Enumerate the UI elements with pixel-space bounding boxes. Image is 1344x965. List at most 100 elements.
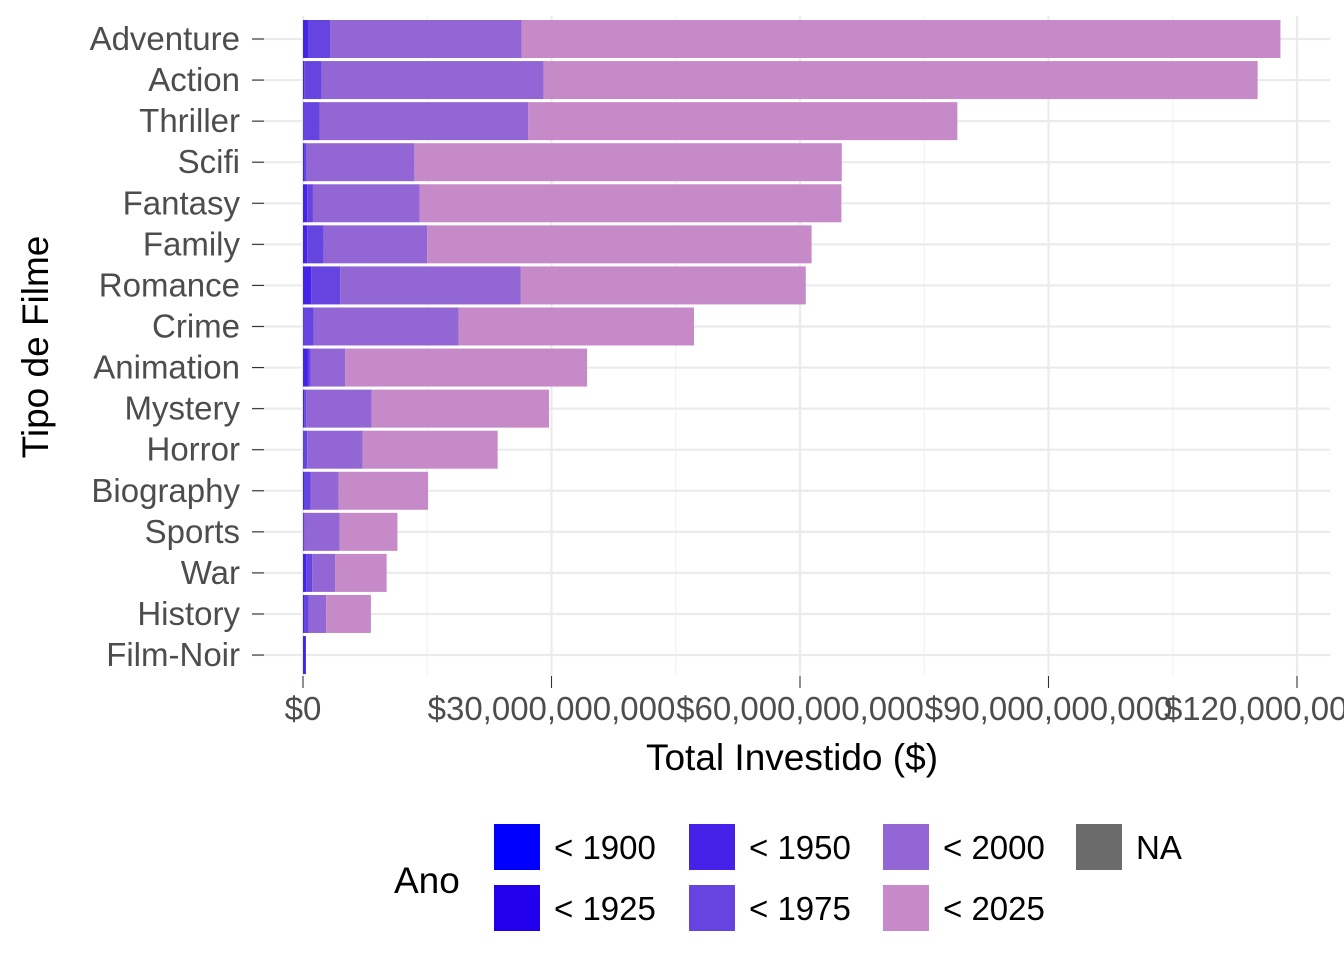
bar-segment: [310, 348, 346, 387]
legend-label: < 1900: [554, 829, 656, 866]
legend-key: [689, 885, 735, 931]
bar-segment: [304, 512, 340, 551]
legend-label: < 1950: [749, 829, 851, 866]
y-tick-label: Fantasy: [123, 184, 241, 221]
legend-label: < 2025: [943, 890, 1045, 927]
bar-segment: [303, 636, 306, 675]
bar-segment: [339, 512, 398, 551]
bar-segment: [313, 307, 459, 346]
bar-segment: [521, 20, 1281, 58]
legend-label: < 1975: [749, 890, 851, 927]
bar-segment: [303, 266, 312, 305]
y-tick-label: Thriller: [139, 102, 240, 139]
bar-segment: [304, 471, 311, 510]
bar-segment: [312, 553, 336, 592]
x-tick-label: $60,000,000,000: [676, 690, 924, 727]
bar-segment: [312, 184, 420, 223]
x-tick-label: $30,000,000,000: [428, 690, 676, 727]
bar-segment: [303, 225, 308, 264]
y-tick-label: Sports: [145, 513, 240, 550]
bar-segment: [307, 225, 324, 264]
legend: Ano < 1900 < 1925 < 1950 < 1975 < 2000 < 2025…: [394, 824, 1182, 931]
x-axis-title: Total Investido ($): [646, 737, 938, 778]
bar-segment: [307, 348, 311, 387]
bar-segment: [303, 430, 308, 469]
bar-segment: [303, 512, 305, 551]
bar-segment: [303, 348, 308, 387]
bar-segment: [303, 594, 305, 633]
bar-segment: [303, 389, 305, 428]
bar-segment: [323, 225, 428, 264]
bar-segment: [303, 20, 308, 58]
bar-segment: [303, 143, 305, 182]
y-tick-label: Horror: [146, 431, 240, 468]
y-tick-label: Mystery: [125, 390, 241, 427]
y-tick-label: History: [137, 595, 240, 632]
legend-label: < 2000: [943, 829, 1045, 866]
bar-segment: [371, 389, 550, 428]
y-axis-title: Tipo de Filme: [15, 236, 56, 459]
bar-segment: [338, 471, 429, 510]
x-axis-ticks: $0 $30,000,000,000 $60,000,000,000 $90,000,…: [285, 676, 1344, 727]
y-tick-label: Romance: [99, 266, 240, 303]
bar-segment: [303, 102, 304, 141]
bar-segment: [304, 389, 307, 428]
legend-key: [494, 885, 540, 931]
y-tick-label: Family: [143, 225, 241, 262]
legend-label: NA: [1136, 829, 1182, 866]
y-tick-label: Adventure: [90, 20, 240, 57]
legend-title: Ano: [394, 860, 460, 901]
x-tick-label: $0: [285, 690, 322, 727]
y-tick-label: Film-Noir: [106, 636, 240, 673]
x-tick-label: $90,000,000,000: [925, 690, 1173, 727]
bar-segment: [304, 594, 309, 633]
bar-segment: [520, 266, 806, 305]
y-tick-label: Animation: [93, 349, 240, 386]
bar-segment: [303, 430, 304, 469]
bar-segment: [319, 102, 529, 141]
bar-segment: [303, 307, 304, 346]
bar-segment: [330, 20, 522, 58]
bar-segment: [345, 348, 588, 387]
bar-segment: [335, 553, 387, 592]
bar-segment: [303, 471, 305, 510]
bar-segment: [307, 184, 313, 223]
y-tick-label: War: [181, 554, 240, 591]
bar-segment: [306, 389, 372, 428]
bar-segment: [306, 143, 415, 182]
legend-key: [883, 824, 929, 870]
legend-label: < 1925: [554, 890, 656, 927]
bar-segment: [303, 184, 308, 223]
bar-segment: [340, 266, 521, 305]
y-tick-label: Crime: [152, 307, 240, 344]
bar-segment: [303, 307, 314, 346]
legend-key: [1076, 824, 1122, 870]
bar-segment: [308, 594, 327, 633]
bar-segment: [303, 553, 307, 592]
bar-segment: [543, 61, 1258, 100]
bar-segment: [310, 471, 339, 510]
bar-segment: [414, 143, 842, 182]
bar-segment: [303, 61, 305, 100]
x-tick-label: $120,000,000,000: [1164, 690, 1344, 727]
bar-segment: [303, 512, 304, 551]
bar-segment: [303, 102, 320, 141]
bar-segment: [304, 61, 322, 100]
bar-segment: [321, 61, 544, 100]
bar-segment: [427, 225, 812, 264]
legend-key: [689, 824, 735, 870]
bar-segment: [311, 266, 341, 305]
y-tick-label: Action: [148, 61, 240, 98]
y-tick-label: Biography: [91, 472, 240, 509]
y-tick-label: Scifi: [178, 143, 240, 180]
y-axis-ticks: Adventure Action Thriller Scifi Fantasy Famil…: [90, 20, 264, 673]
bar-segment: [528, 102, 958, 141]
bars: [303, 20, 1281, 675]
legend-key: [883, 885, 929, 931]
bar-segment: [362, 430, 498, 469]
bar-segment: [307, 20, 331, 58]
bar-segment: [304, 143, 307, 182]
bar-segment: [458, 307, 694, 346]
